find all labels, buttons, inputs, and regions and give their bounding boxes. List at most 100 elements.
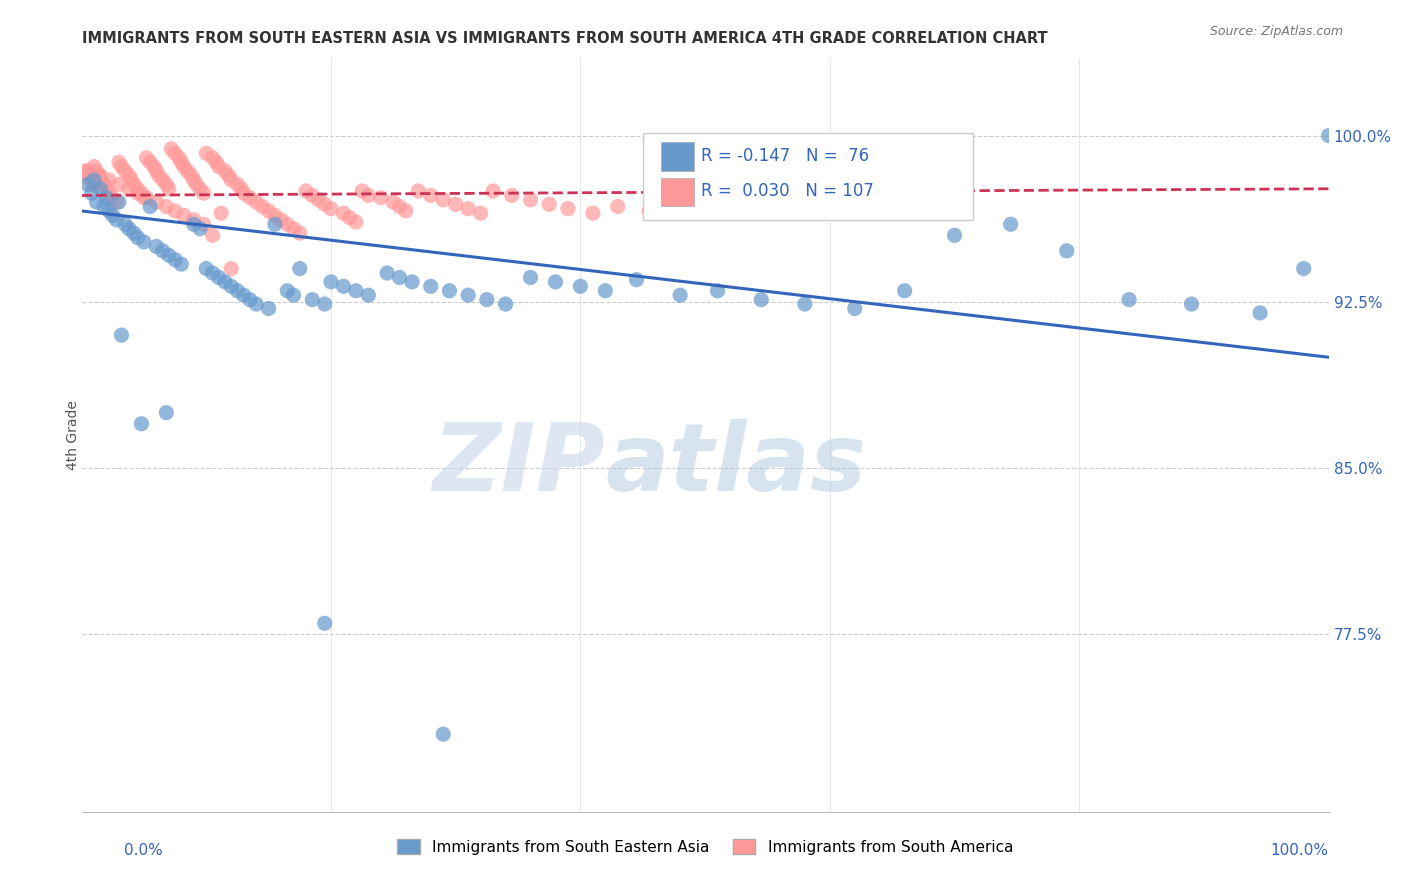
Point xyxy=(114,217,136,231)
Point xyxy=(419,279,441,293)
Point xyxy=(332,206,354,220)
Point xyxy=(105,195,128,210)
Point xyxy=(595,284,617,298)
Point xyxy=(157,182,180,196)
Point xyxy=(183,212,205,227)
Point xyxy=(288,261,311,276)
Point xyxy=(173,208,195,222)
Point xyxy=(201,266,224,280)
Point xyxy=(82,178,104,192)
Point xyxy=(195,261,218,276)
Point xyxy=(110,328,132,343)
Point xyxy=(188,182,211,196)
Point xyxy=(669,288,692,302)
Point xyxy=(893,284,915,298)
Point xyxy=(155,178,177,192)
Point xyxy=(231,182,253,196)
Text: R = -0.147   N =  76: R = -0.147 N = 76 xyxy=(702,147,869,165)
Point xyxy=(501,188,523,202)
Point xyxy=(626,273,648,287)
Point xyxy=(86,164,108,178)
Point xyxy=(439,284,461,298)
Point xyxy=(160,142,183,156)
Point xyxy=(352,184,374,198)
Point xyxy=(606,200,628,214)
Point xyxy=(344,284,367,298)
Point xyxy=(127,186,149,201)
Point xyxy=(131,186,153,201)
Legend: Immigrants from South Eastern Asia, Immigrants from South America: Immigrants from South Eastern Asia, Immi… xyxy=(391,832,1019,861)
Point xyxy=(482,184,505,198)
Point xyxy=(98,173,121,187)
Point xyxy=(96,191,118,205)
Text: ZIP: ZIP xyxy=(433,419,606,511)
Point xyxy=(232,288,254,302)
Point xyxy=(135,191,157,205)
Point xyxy=(395,203,418,218)
Point xyxy=(193,217,215,231)
Point xyxy=(519,270,541,285)
Point xyxy=(152,173,174,187)
Point xyxy=(76,164,98,178)
Point xyxy=(314,297,336,311)
Point xyxy=(108,178,131,192)
Point xyxy=(145,239,167,253)
Point xyxy=(142,160,165,174)
Text: 0.0%: 0.0% xyxy=(124,843,163,858)
Point xyxy=(370,191,392,205)
Point xyxy=(749,293,772,307)
Point xyxy=(76,178,98,192)
Point xyxy=(419,188,441,202)
Point xyxy=(344,215,367,229)
Point xyxy=(157,248,180,262)
Point xyxy=(98,203,121,218)
Point xyxy=(470,206,492,220)
Point xyxy=(357,288,380,302)
Point xyxy=(75,164,97,178)
Point xyxy=(457,202,479,216)
Point xyxy=(1180,297,1202,311)
FancyBboxPatch shape xyxy=(661,143,695,171)
Point xyxy=(165,146,187,161)
Point xyxy=(127,230,149,244)
Point xyxy=(205,155,228,169)
Point xyxy=(110,160,132,174)
Point xyxy=(87,169,110,183)
Point xyxy=(295,184,318,198)
Point xyxy=(219,279,242,293)
Point xyxy=(118,169,141,183)
Point xyxy=(1249,306,1271,320)
Point xyxy=(131,417,153,431)
Point xyxy=(332,279,354,293)
Point xyxy=(1118,293,1140,307)
Point xyxy=(118,182,141,196)
Point xyxy=(1000,217,1022,231)
Point xyxy=(176,164,198,178)
Point xyxy=(638,203,661,218)
Point xyxy=(314,197,336,211)
Point xyxy=(475,293,498,307)
Point xyxy=(183,173,205,187)
Point xyxy=(101,208,124,222)
Point xyxy=(263,217,285,231)
Point xyxy=(208,270,231,285)
Point xyxy=(118,221,141,235)
Point xyxy=(314,616,336,631)
Point xyxy=(188,221,211,235)
Point xyxy=(83,173,105,187)
Point xyxy=(155,200,177,214)
Point xyxy=(557,202,579,216)
Point xyxy=(263,208,285,222)
Point xyxy=(257,203,280,218)
Point xyxy=(132,191,155,205)
Point xyxy=(139,155,162,169)
Point xyxy=(744,203,766,218)
Point xyxy=(245,297,267,311)
Point xyxy=(170,155,193,169)
Point xyxy=(186,178,208,192)
Point xyxy=(173,160,195,174)
Point xyxy=(93,200,115,214)
Point xyxy=(148,169,170,183)
Point xyxy=(165,203,187,218)
Point xyxy=(152,244,174,258)
